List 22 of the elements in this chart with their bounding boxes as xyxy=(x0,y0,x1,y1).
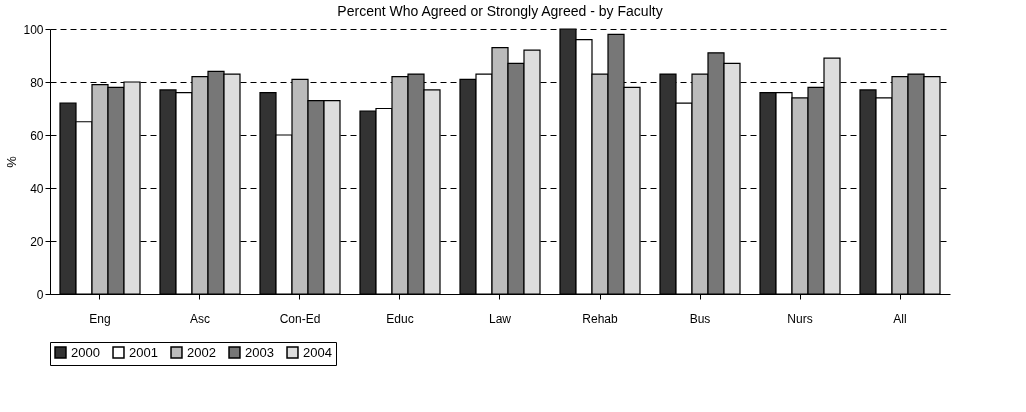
x-tick-label: Bus xyxy=(689,311,711,326)
x-tick-label: Nurs xyxy=(787,311,813,326)
legend-label: 2000 xyxy=(71,344,100,360)
legend-label: 2001 xyxy=(129,344,158,360)
y-tick-label: 100 xyxy=(23,22,44,37)
legend-label: 2002 xyxy=(187,344,216,360)
legend-label: 2003 xyxy=(245,344,274,360)
x-tick-label: Rehab xyxy=(582,311,618,326)
y-axis-title: % xyxy=(4,155,20,168)
legend-label: 2004 xyxy=(303,344,332,360)
x-tick-label: All xyxy=(893,311,907,326)
x-tick-label: Law xyxy=(488,311,512,326)
y-tick-label: 0 xyxy=(36,287,44,302)
x-tick-label: Educ xyxy=(386,311,414,326)
x-tick-label: Asc xyxy=(189,311,211,326)
x-tick-label: Eng xyxy=(89,311,111,326)
chart-title: Percent Who Agreed or Strongly Agreed - by Faculty xyxy=(337,3,663,19)
y-tick-label: 20 xyxy=(30,234,44,249)
y-tick-label: 80 xyxy=(30,75,44,90)
y-tick-label: 40 xyxy=(30,181,44,196)
y-tick-label: 60 xyxy=(30,128,44,143)
x-tick-label: Con-Ed xyxy=(279,311,321,326)
